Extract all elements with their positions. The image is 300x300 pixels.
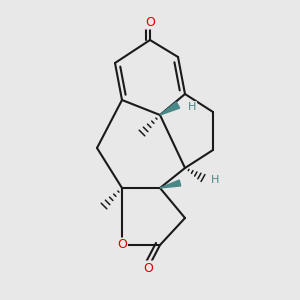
Polygon shape <box>160 180 181 188</box>
Text: O: O <box>117 238 127 251</box>
Text: H: H <box>211 175 219 185</box>
Polygon shape <box>160 102 180 115</box>
Text: H: H <box>188 102 196 112</box>
Text: O: O <box>145 16 155 28</box>
Text: O: O <box>143 262 153 275</box>
